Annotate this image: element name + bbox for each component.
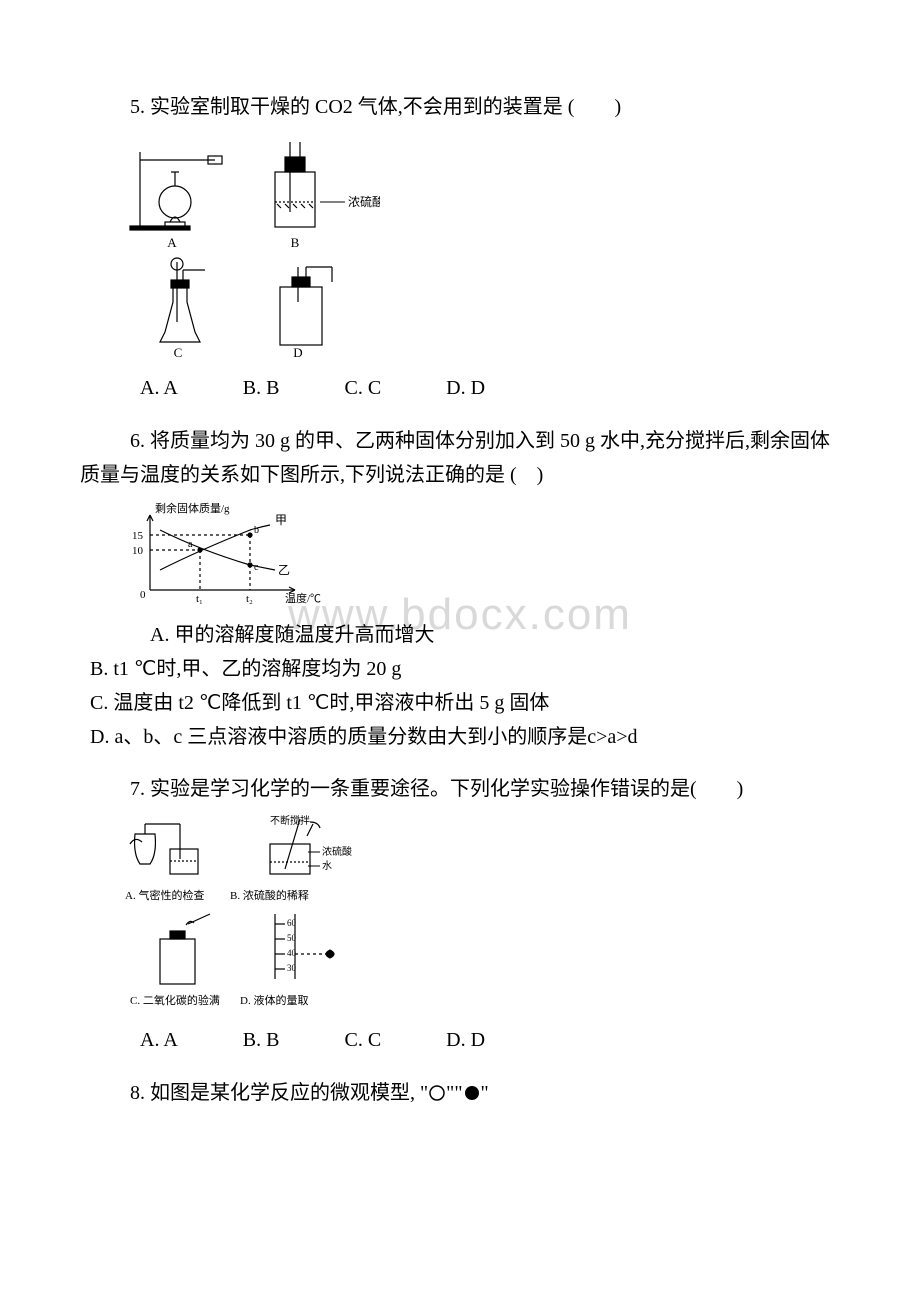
- q6-t1: t₁: [196, 593, 203, 605]
- q5-b-label: 浓硫酸: [348, 194, 380, 209]
- question-7: 7. 实验是学习化学的一条重要途径。下列化学实验操作错误的是( ): [80, 772, 840, 1058]
- q6-ylabel: 剩余固体质量/g: [155, 501, 230, 515]
- question-6: 6. 将质量均为 30 g 的甲、乙两种固体分别加入到 50 g 水中,充分搅拌…: [80, 424, 840, 754]
- q7-capB: B. 浓硫酸的稀释: [230, 888, 309, 902]
- svg-text:c: c: [254, 562, 259, 573]
- q8-suffix: ": [481, 1082, 489, 1104]
- q7-stem: 7. 实验是学习化学的一条重要途径。下列化学实验操作错误的是( ): [80, 772, 840, 806]
- q8-stem: 8. 如图是某化学反应的微观模型, """": [80, 1076, 840, 1110]
- q7-options: A. A B. B C. C D. D: [80, 1022, 840, 1058]
- svg-text:b: b: [254, 525, 259, 536]
- open-circle-icon: [428, 1084, 446, 1102]
- q5-optD: D. D: [446, 370, 485, 406]
- question-8: 8. 如图是某化学反应的微观模型, """": [80, 1076, 840, 1110]
- q5-stem: 5. 实验室制取干燥的 CO2 气体,不会用到的装置是 ( ): [80, 90, 840, 124]
- q6-y15: 15: [132, 530, 144, 542]
- q7-capD: D. 液体的量取: [240, 993, 308, 1007]
- q7-figure: A. 气密性的检查 不断搅拌 浓硫酸 水: [120, 814, 840, 1014]
- q8-mid: "": [446, 1082, 462, 1104]
- q7-sulf: 浓硫酸: [322, 845, 352, 858]
- q7-optC: C. C: [344, 1022, 381, 1058]
- q5-optC: C. C: [344, 370, 381, 406]
- q7-optB: B. B: [243, 1022, 280, 1058]
- q6-yi: 乙: [278, 563, 290, 577]
- q7-optD: D. D: [446, 1022, 485, 1058]
- q7-water: 水: [322, 860, 332, 872]
- q5-labelA: A: [167, 235, 177, 250]
- q5-options: A. A B. B C. C D. D: [80, 370, 840, 406]
- q6-figure: 15 10 0 t₁ t₂ 剩余固体质量/g 温度/℃ 甲 乙 a b c: [120, 500, 840, 610]
- q7-capA: A. 气密性的检查: [125, 888, 204, 902]
- filled-circle-icon: [463, 1084, 481, 1102]
- q5-labelB: B: [291, 235, 300, 250]
- svg-text:a: a: [188, 539, 193, 550]
- question-5: 5. 实验室制取干燥的 CO2 气体,不会用到的装置是 ( ): [80, 90, 840, 406]
- q5-figure: A 浓硫酸 B: [120, 132, 840, 362]
- q7-m60: 60: [287, 918, 297, 928]
- q5-labelD: D: [293, 345, 302, 360]
- q5-optA: A. A: [140, 370, 178, 406]
- q6-jia: 甲: [275, 513, 287, 527]
- q7-m50: 50: [287, 933, 297, 943]
- q6-optA: A. 甲的溶解度随温度升高而增大: [90, 618, 840, 652]
- q7-optA: A. A: [140, 1022, 178, 1058]
- q6-y0: 0: [140, 589, 146, 601]
- q6-y10: 10: [132, 545, 144, 557]
- q6-stem: 6. 将质量均为 30 g 的甲、乙两种固体分别加入到 50 g 水中,充分搅拌…: [80, 424, 840, 492]
- q5-labelC: C: [174, 345, 183, 360]
- q8-prefix: 8. 如图是某化学反应的微观模型, ": [130, 1082, 428, 1104]
- q6-optD: D. a、b、c 三点溶液中溶质的质量分数由大到小的顺序是c>a>d: [90, 720, 840, 754]
- q7-m40: 40: [287, 948, 297, 958]
- q6-xlabel: 温度/℃: [285, 591, 321, 605]
- q7-capC: C. 二氧化碳的验满: [130, 993, 220, 1007]
- q6-optC: C. 温度由 t2 ℃降低到 t1 ℃时,甲溶液中析出 5 g 固体: [90, 686, 840, 720]
- q7-m30: 30: [287, 963, 297, 973]
- q6-optB: B. t1 ℃时,甲、乙的溶解度均为 20 g: [90, 652, 840, 686]
- q6-t2: t₂: [246, 593, 253, 605]
- q7-stir: 不断搅拌: [270, 814, 310, 827]
- q5-optB: B. B: [243, 370, 280, 406]
